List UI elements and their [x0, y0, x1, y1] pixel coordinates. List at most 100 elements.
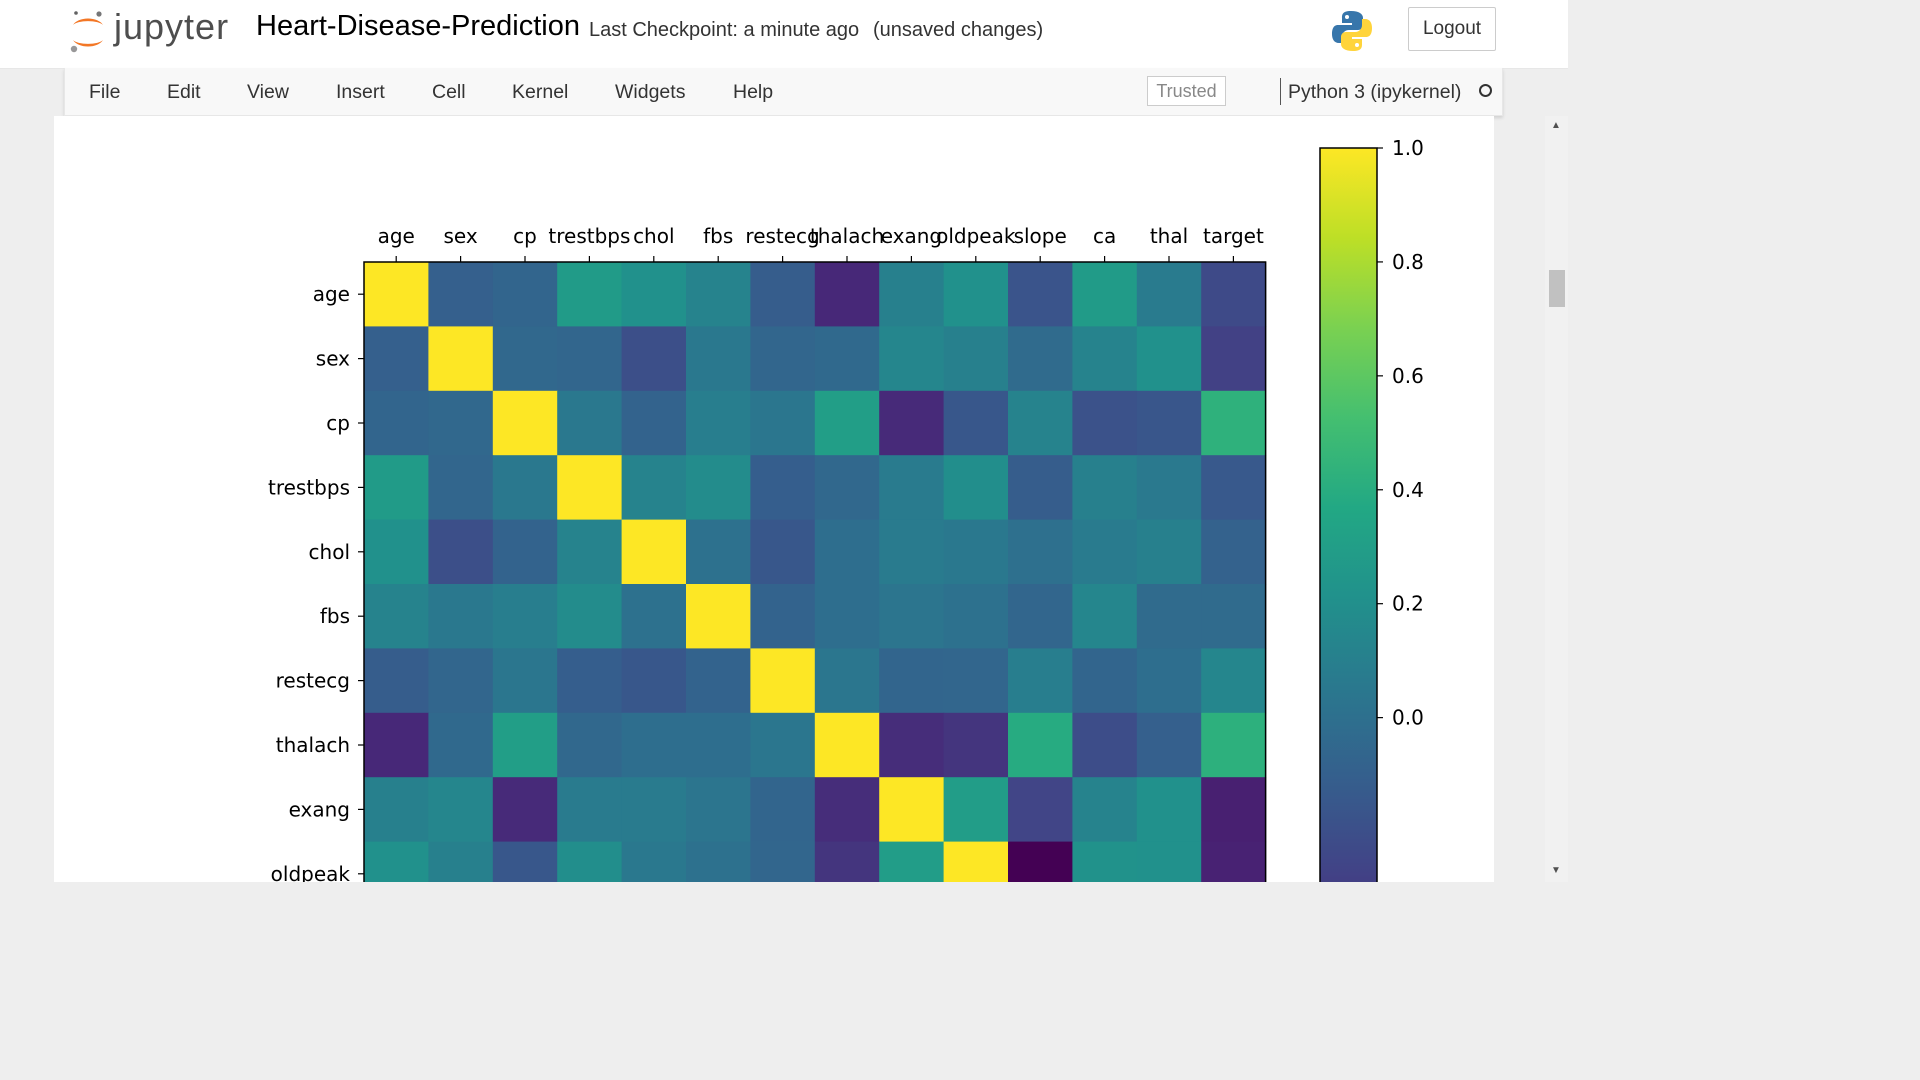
heatmap-cell-exang-age [364, 777, 429, 843]
heatmap-cell-trestbps-exang [879, 455, 945, 521]
heatmap-cell-sex-thalach [814, 326, 880, 392]
heatmap-cell-oldpeak-sex [428, 841, 494, 882]
checkpoint-status: Last Checkpoint: a minute ago [589, 19, 860, 41]
heatmap-cell-sex-oldpeak [943, 326, 1009, 392]
notebook-name[interactable]: Heart-Disease-Prediction [256, 10, 580, 42]
x-tick-label-target: target [1203, 224, 1264, 248]
colorbar-tick-label: 0.4 [1392, 478, 1424, 502]
heatmap-cell-chol-thal [1136, 519, 1202, 585]
heatmap-cell-cp-trestbps [557, 390, 623, 456]
heatmap-cell-thalach-restecg [750, 712, 816, 778]
heatmap-cell-oldpeak-fbs [686, 841, 751, 882]
heatmap-cell-restecg-thalach [814, 648, 880, 714]
heatmap-cell-chol-target [1201, 519, 1267, 585]
heatmap-cell-fbs-sex [428, 584, 494, 649]
menu-cell[interactable]: Cell [432, 81, 466, 103]
y-tick-label-restecg: restecg [276, 669, 350, 693]
heatmap-cell-fbs-trestbps [557, 584, 623, 649]
heatmap-cell-cp-target [1201, 390, 1267, 456]
python-logo-icon [1332, 11, 1372, 51]
heatmap-cell-age-cp [492, 262, 558, 327]
scroll-up-arrow-icon[interactable]: ▲ [1551, 120, 1561, 131]
heatmap-cell-trestbps-slope [1008, 455, 1073, 521]
scroll-down-arrow-icon[interactable]: ▼ [1551, 865, 1561, 876]
heatmap-cell-trestbps-chol [621, 455, 687, 521]
heatmap-cell-restecg-target [1201, 648, 1267, 714]
heatmap-cell-trestbps-oldpeak [943, 455, 1009, 521]
heatmap-cell-age-thalach [814, 262, 880, 327]
heatmap-cell-trestbps-ca [1072, 455, 1138, 521]
heatmap-cell-sex-exang [879, 326, 945, 392]
heatmap-cell-exang-sex [428, 777, 494, 843]
correlation-heatmap: age sex cp trestbps chol fbs restecgthalachexa… [268, 136, 1424, 882]
menu-file[interactable]: File [89, 81, 121, 103]
heatmap-cell-fbs-fbs [686, 584, 751, 649]
menubar: File Edit View Insert Cell Kernel Widget… [64, 68, 1503, 116]
heatmap-frame [363, 261, 1267, 882]
y-tick-label-age: age [313, 282, 350, 306]
heatmap-cell-chol-ca [1072, 519, 1138, 585]
kernel-separator [1280, 78, 1281, 105]
menu-kernel[interactable]: Kernel [512, 81, 569, 103]
x-tick-label-cp: cp [513, 224, 537, 248]
notebook-container: age sex cp trestbps chol fbs restecg thalach exa… [54, 116, 1494, 882]
x-tick-label-oldpeak: oldpeak [936, 224, 1016, 248]
heatmap-cell-trestbps-trestbps [557, 455, 623, 521]
heatmap-cell-cp-cp [492, 390, 558, 456]
heatmap-cell-sex-sex [428, 326, 494, 392]
x-tick-label-trestbps: trestbps [548, 224, 630, 248]
heatmap-cell-chol-cp [492, 519, 558, 585]
heatmap-cell-fbs-ca [1072, 584, 1138, 649]
heatmap-cell-sex-slope [1008, 326, 1073, 392]
page-scrollbar[interactable]: ▲ ▼ [1545, 116, 1568, 882]
heatmap-cell-oldpeak-restecg [750, 841, 816, 882]
heatmap-cell-age-restecg [750, 262, 816, 327]
heatmap-cell-exang-ca [1072, 777, 1138, 843]
heatmap-cell-trestbps-age [364, 455, 429, 521]
menu-view[interactable]: View [247, 81, 289, 103]
scrollbar-thumb[interactable] [1549, 270, 1565, 307]
logout-button[interactable]: Logout [1408, 7, 1496, 51]
heatmap-cell-age-thal [1136, 262, 1202, 327]
heatmap-cell-exang-oldpeak [943, 777, 1009, 843]
heatmap-cell-age-oldpeak [943, 262, 1009, 327]
colorbar-ticks: 0.0 0.2 0.4 0.6 0.8 1.0 [1377, 136, 1424, 730]
heatmap-cell-sex-age [364, 326, 429, 392]
heatmap-cell-age-trestbps [557, 262, 623, 327]
heatmap-cell-sex-fbs [686, 326, 751, 392]
heatmap-cell-cp-sex [428, 390, 494, 456]
heatmap-cell-oldpeak-thal [1136, 841, 1202, 882]
jupyter-logo-icon[interactable] [70, 8, 106, 54]
y-tick-label-cp: cp [326, 411, 350, 435]
heatmap-cell-thalach-sex [428, 712, 494, 778]
autosave-status: (unsaved changes) [873, 19, 1044, 41]
menu-insert[interactable]: Insert [336, 81, 385, 103]
heatmap-cell-age-fbs [686, 262, 751, 327]
heatmap-cell-trestbps-cp [492, 455, 558, 521]
heatmap-cell-chol-fbs [686, 519, 751, 585]
x-axis-ticks: age sex cp trestbps chol fbs restecgthalachexa… [378, 224, 1264, 262]
y-tick-label-fbs: fbs [320, 604, 350, 628]
heatmap-cell-exang-thal [1136, 777, 1202, 843]
heatmap-cell-restecg-exang [879, 648, 945, 714]
heatmap-cell-chol-age [364, 519, 429, 585]
x-tick-label-sex: sex [443, 224, 477, 248]
heatmap-cell-oldpeak-chol [621, 841, 687, 882]
jupyter-logo-text[interactable]: jupyter [114, 6, 230, 47]
kernel-name[interactable]: Python 3 (ipykernel) [1288, 81, 1462, 103]
heatmap-cell-trestbps-sex [428, 455, 494, 521]
heatmap-cell-exang-chol [621, 777, 687, 843]
trusted-indicator[interactable]: Trusted [1147, 76, 1226, 106]
y-tick-label-trestbps: trestbps [268, 475, 350, 499]
heatmap-cell-cp-fbs [686, 390, 751, 456]
heatmap-cell-age-target [1201, 262, 1267, 327]
heatmap-cell-fbs-restecg [750, 584, 816, 649]
menu-widgets[interactable]: Widgets [615, 81, 686, 103]
heatmap-cell-chol-thalach [814, 519, 880, 585]
heatmap-cell-sex-cp [492, 326, 558, 392]
heatmap-cell-oldpeak-slope [1008, 841, 1073, 882]
heatmap-cell-restecg-fbs [686, 648, 751, 714]
heatmap-cell-fbs-exang [879, 584, 945, 649]
menu-help[interactable]: Help [733, 81, 774, 103]
menu-edit[interactable]: Edit [167, 81, 201, 103]
